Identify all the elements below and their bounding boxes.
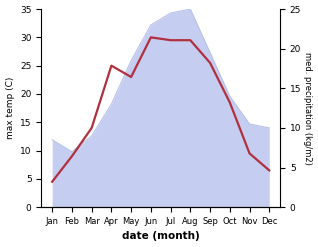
Y-axis label: max temp (C): max temp (C) [5, 77, 15, 139]
Y-axis label: med. precipitation (kg/m2): med. precipitation (kg/m2) [303, 52, 313, 165]
X-axis label: date (month): date (month) [122, 231, 200, 242]
